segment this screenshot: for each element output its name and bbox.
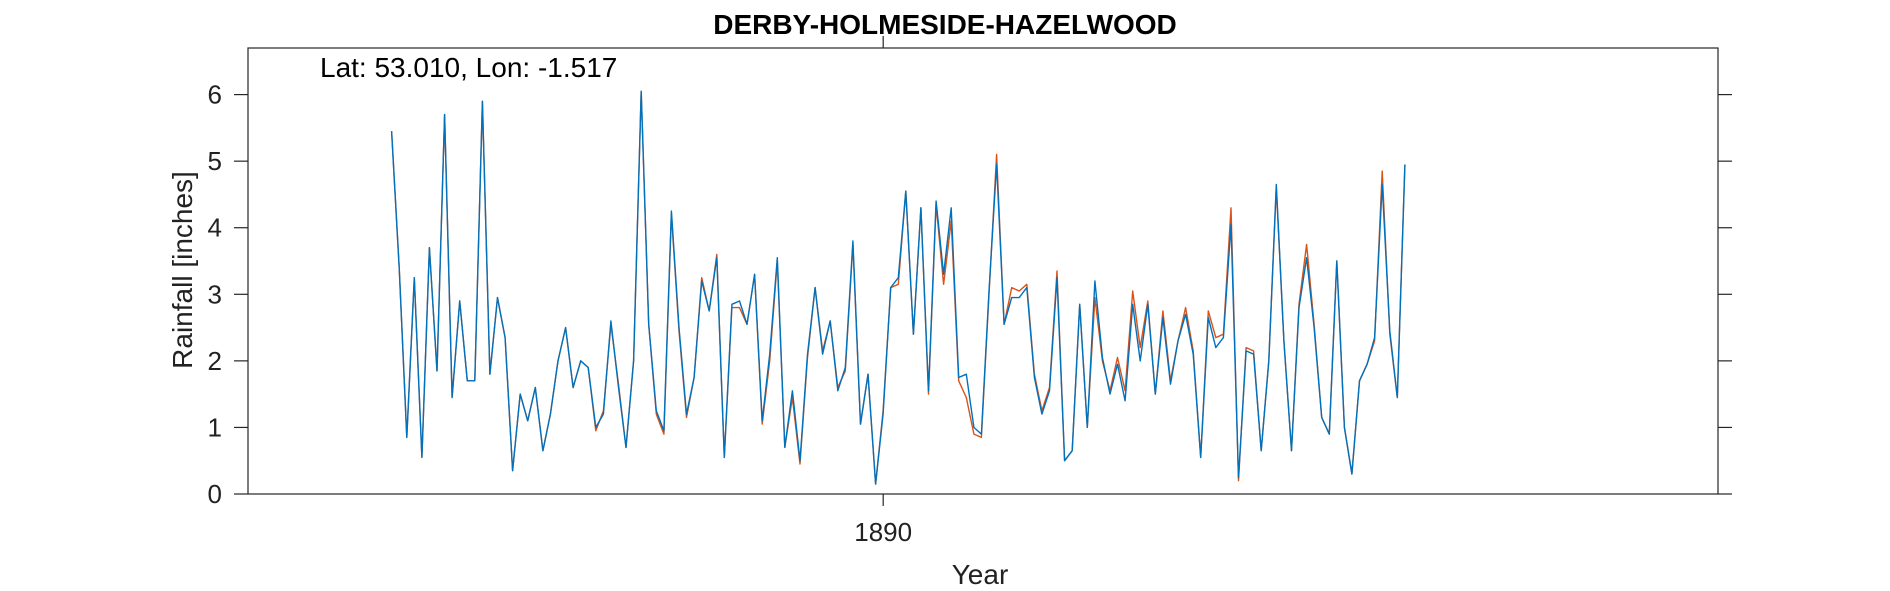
y-tick-label: 1 xyxy=(208,412,222,442)
plot-area-frame xyxy=(247,47,1719,495)
series-line-2 xyxy=(390,90,1406,485)
series-line-1 xyxy=(390,90,1406,485)
y-tick-label: 3 xyxy=(208,279,222,309)
y-tick-label: 0 xyxy=(208,479,222,509)
location-annotation: Lat: 53.010, Lon: -1.517 xyxy=(320,52,617,83)
y-axis-label: Rainfall [inches] xyxy=(167,171,198,369)
y-tick-label: 2 xyxy=(208,346,222,376)
x-tick-label: 1890 xyxy=(854,517,912,547)
y-tick-label: 4 xyxy=(208,213,222,243)
y-tick-label: 5 xyxy=(208,146,222,176)
x-axis-label: Year xyxy=(952,559,1009,590)
chart-title: DERBY-HOLMESIDE-HAZELWOOD xyxy=(713,9,1177,40)
plot-frame xyxy=(247,47,1719,495)
ticks-layer: 0 1 2 3 4 5 6 1890 xyxy=(208,36,1732,547)
y-tick-label: 6 xyxy=(208,80,222,110)
series-layer xyxy=(390,90,1406,485)
